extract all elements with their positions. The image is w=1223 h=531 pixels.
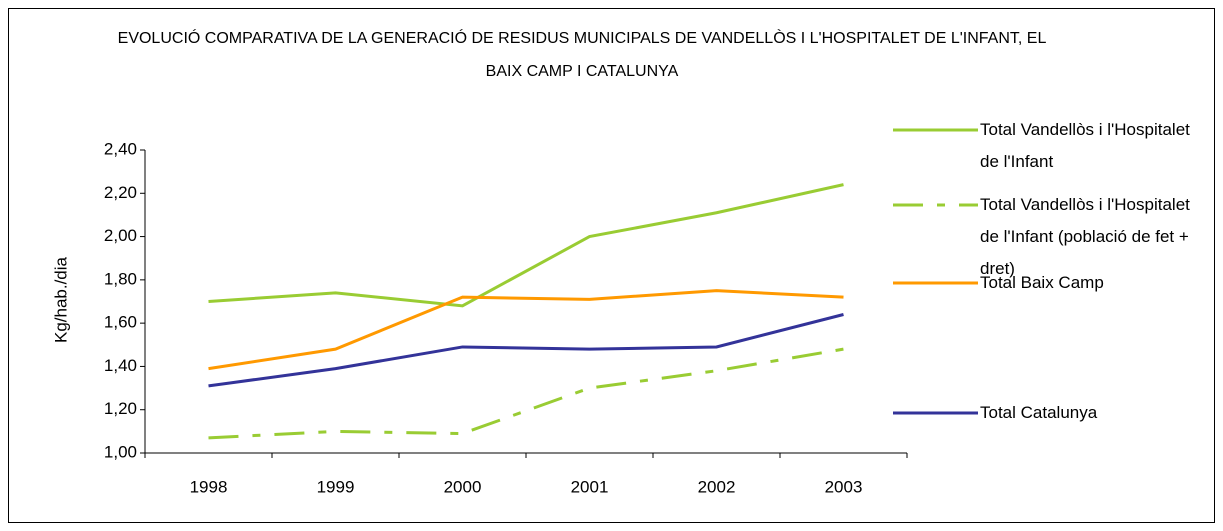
y-axis-label: Kg/hab./dia (51, 256, 70, 343)
y-tick-label: 1,80 (104, 269, 137, 288)
y-tick-label: 2,40 (104, 139, 137, 158)
legend-label: Total Baix Camp (980, 273, 1104, 292)
legend-label: Total Catalunya (980, 403, 1098, 422)
y-tick-label: 2,20 (104, 183, 137, 202)
y-tick-label: 1,60 (104, 313, 137, 332)
y-tick-label: 2,00 (104, 226, 137, 245)
legend-label: Total Vandellòs i l'Hospitalet de l'Infa… (980, 120, 1190, 171)
x-tick-label: 2002 (698, 477, 736, 496)
y-tick-label: 1,20 (104, 399, 137, 418)
series-line (208, 347, 844, 440)
chart-title: EVOLUCIÓ COMPARATIVA DE LA GENERACIÓ DE … (117, 30, 1047, 80)
series-line (208, 289, 844, 371)
series-line (208, 313, 844, 388)
x-tick-label: 2000 (444, 477, 482, 496)
x-tick-label: 1999 (317, 477, 355, 496)
x-tick-label: 2001 (571, 477, 609, 496)
legend-label: Total Vandellòs i l'Hospitalet de l'Infa… (980, 195, 1190, 278)
y-tick-label: 1,00 (104, 442, 137, 461)
x-tick-label: 1998 (190, 477, 228, 496)
x-tick-label: 2003 (825, 477, 863, 496)
y-tick-label: 1,40 (104, 356, 137, 375)
series-line (208, 183, 844, 308)
